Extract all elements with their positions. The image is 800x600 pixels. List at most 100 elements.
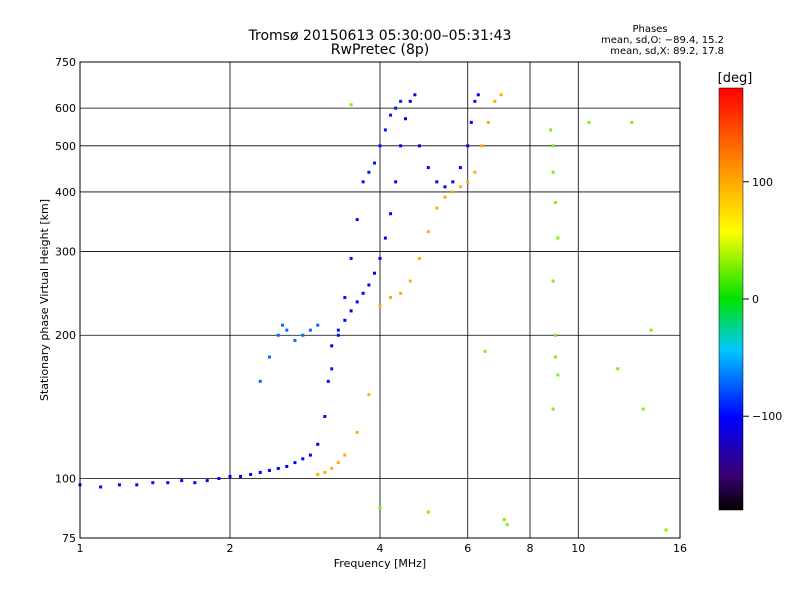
- y-axis-label: Stationary phase Virtual Height [km]: [38, 199, 51, 401]
- data-point: [316, 472, 320, 476]
- data-point: [293, 461, 297, 465]
- grid-lines: [79, 61, 681, 539]
- data-point: [417, 144, 421, 148]
- data-point: [336, 333, 340, 337]
- data-point: [355, 218, 359, 222]
- data-point: [343, 453, 347, 457]
- data-point: [285, 464, 289, 468]
- y-tick-label: 300: [55, 245, 76, 258]
- data-point: [281, 323, 285, 327]
- series-group: [316, 93, 503, 476]
- data-point: [330, 466, 334, 470]
- data-points: [78, 93, 668, 532]
- series-group: [330, 99, 403, 371]
- data-point: [549, 128, 553, 132]
- data-point: [258, 470, 262, 474]
- data-point: [556, 236, 560, 240]
- y-tick-label: 200: [55, 329, 76, 342]
- data-point: [378, 505, 382, 509]
- data-point: [301, 457, 305, 461]
- colorbar-tick-label: −100: [752, 410, 782, 423]
- data-point: [394, 106, 398, 110]
- data-point: [301, 333, 305, 337]
- data-point: [458, 185, 462, 189]
- data-point: [258, 379, 262, 383]
- y-tick-label: 75: [62, 532, 76, 545]
- data-point: [399, 99, 403, 103]
- x-axis-label: Frequency [MHz]: [334, 557, 426, 570]
- data-point: [551, 279, 555, 283]
- data-point: [551, 144, 555, 148]
- phase-stats-o: mean, sd,O: −89.4, 15.2: [601, 35, 724, 46]
- data-point: [413, 93, 417, 97]
- data-point: [480, 144, 484, 148]
- data-point: [408, 99, 412, 103]
- colorbar: [718, 87, 744, 511]
- data-point: [426, 166, 430, 170]
- data-point: [330, 367, 334, 371]
- series-group: [349, 103, 668, 532]
- data-point: [394, 180, 398, 184]
- colorbar-ticks: 100 0 −100: [743, 176, 782, 423]
- data-point: [316, 442, 320, 446]
- colorbar-tick-label: 0: [752, 293, 759, 306]
- data-point: [435, 206, 439, 210]
- x-tick-label: 16: [673, 542, 687, 555]
- x-tick-label: 8: [527, 542, 534, 555]
- data-point: [239, 474, 243, 478]
- data-point: [355, 430, 359, 434]
- data-point: [505, 523, 509, 527]
- data-point: [336, 461, 340, 465]
- data-point: [349, 256, 353, 260]
- data-point: [135, 483, 139, 487]
- chart-title: Tromsø 20150613 05:30:00–05:31:43: [248, 28, 512, 44]
- data-point: [99, 485, 103, 489]
- x-tick-label: 10: [571, 542, 585, 555]
- data-point: [443, 195, 447, 199]
- data-point: [336, 328, 340, 332]
- y-tick-label: 750: [55, 56, 76, 69]
- data-point: [473, 170, 477, 174]
- data-point: [473, 99, 477, 103]
- data-point: [389, 296, 393, 300]
- data-point: [383, 128, 387, 132]
- data-point: [426, 230, 430, 234]
- data-point: [117, 483, 121, 487]
- data-point: [323, 414, 327, 418]
- data-point: [551, 170, 555, 174]
- data-point: [417, 256, 421, 260]
- data-point: [553, 201, 557, 205]
- data-point: [267, 355, 271, 359]
- data-point: [373, 161, 377, 165]
- data-point: [349, 309, 353, 313]
- data-point: [451, 190, 455, 194]
- data-point: [367, 393, 371, 397]
- data-point: [664, 528, 668, 532]
- x-tick-label: 6: [464, 542, 471, 555]
- data-point: [408, 279, 412, 283]
- data-point: [343, 318, 347, 322]
- x-tick-labels: 1 2 4 6 8 10 16: [77, 542, 688, 555]
- data-point: [193, 481, 197, 485]
- data-point: [330, 344, 334, 348]
- data-point: [553, 355, 557, 359]
- data-point: [426, 510, 430, 514]
- data-point: [308, 328, 312, 332]
- data-point: [361, 180, 365, 184]
- data-point: [285, 328, 289, 332]
- data-point: [355, 300, 359, 304]
- x-tick-label: 2: [227, 542, 234, 555]
- data-point: [326, 379, 330, 383]
- data-point: [205, 479, 209, 483]
- data-point: [166, 481, 170, 485]
- data-point: [458, 166, 462, 170]
- data-point: [316, 323, 320, 327]
- chart-subtitle: RwPretec (8p): [331, 42, 429, 58]
- y-tick-labels: 75 100 200 300 400 500 600 750: [55, 56, 76, 545]
- data-point: [361, 291, 365, 295]
- data-point: [308, 453, 312, 457]
- data-point: [466, 180, 470, 184]
- data-point: [267, 468, 271, 472]
- data-point: [403, 117, 407, 121]
- data-point: [469, 120, 473, 124]
